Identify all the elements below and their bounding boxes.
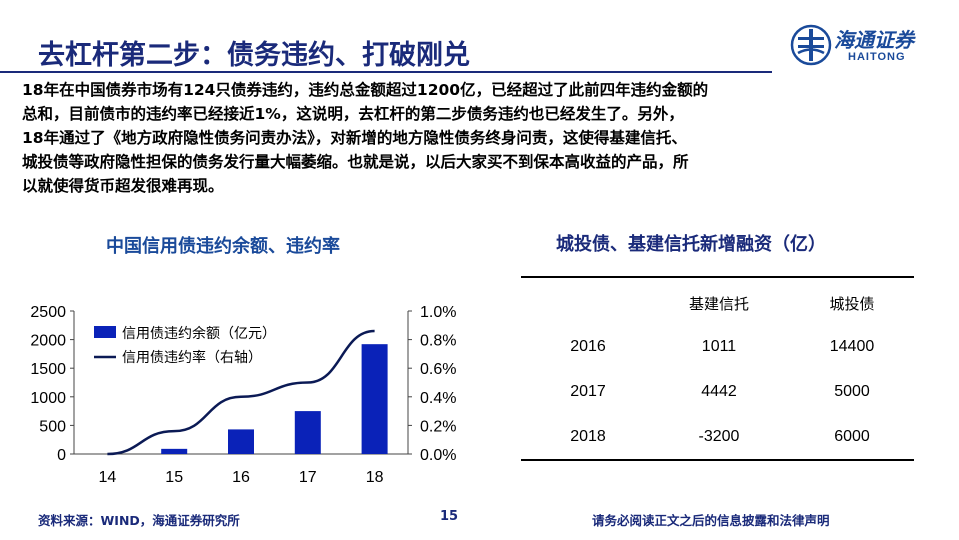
haitong-emblem-icon [790,24,832,66]
right-tick-label: 1.0% [420,304,456,321]
left-tick-label: 500 [39,418,66,435]
body-line: 18年通过了《地方政府隐性债务问责办法》，对新增的地方隐性债务终身问责，这使得基… [22,129,687,147]
table-cell-year: 2018 [570,428,606,445]
table-cell-year: 2017 [570,383,606,400]
legend-swatch-bar [94,326,116,338]
table-cell-value: -3200 [698,428,740,445]
x-tick-label: 18 [366,469,384,486]
table-header-infra-trust: 基建信托 [688,295,749,313]
left-tick-label: 0 [57,447,66,464]
table-bottom-rule [521,459,914,461]
body-line: 总和，目前债市的违约率已经接近1%，这说明，去杠杆的第二步债务违约也已经发生了。… [22,105,684,123]
logo-english-name: HAITONG [848,51,906,63]
default-chart: 0 500 1000 1500 2000 2500 0.0% 0.2% 0.4% 0.6% 0.8%… [30,304,456,486]
bar [361,344,388,454]
company-logo: 海通证券 HAITONG [790,22,950,72]
series-line [107,329,375,456]
right-tick-label: 0.2% [420,418,456,435]
title-divider [0,71,772,73]
footer-source: 资料来源：WIND，海通证券研究所 [38,513,240,528]
bar [228,429,254,454]
chart-title: 中国信用债违约余额、违约率 [106,236,340,257]
right-tick-label: 0.8% [420,333,456,350]
table-cell-value: 5000 [834,383,870,400]
bar [294,411,321,454]
table-cell-value: 4442 [701,383,737,400]
bar [161,448,188,454]
body-paragraph: 18年在中国债券市场有124只债券违约，违约总金额超过1200亿，已经超过了此前… [22,78,952,198]
table-cell-value: 6000 [834,428,870,445]
table-cell-value: 1011 [701,338,737,355]
body-line: 18年在中国债券市场有124只债券违约，违约总金额超过1200亿，已经超过了此前… [22,81,709,99]
body-line: 城投债等政府隐性担保的债务发行量大幅萎缩。也就是说，以后大家买不到保本高收益的产… [22,153,689,171]
right-tick-label: 0.0% [420,447,456,464]
logo-chinese-name: 海通证券 [834,28,914,52]
left-tick-label: 1500 [30,361,66,378]
left-tick-label: 1000 [30,390,66,407]
page-title: 去杠杆第二步：债务违约、打破刚兑 [38,40,470,71]
x-tick-label: 14 [99,469,117,486]
table-top-rule [521,276,914,278]
table-cell-year: 2016 [570,338,606,355]
x-tick-label: 16 [232,469,250,486]
body-line: 以就使得货币超发很难再现。 [22,177,224,195]
table-header-lgfv-bond: 城投债 [829,295,875,313]
table-title: 城投债、基建信托新增融资（亿） [556,234,826,255]
page-number: 15 [440,509,459,524]
right-tick-label: 0.4% [420,390,456,407]
legend-label-line: 信用债违约率（右轴） [122,349,262,366]
left-tick-label: 2500 [30,304,66,321]
legend-label-bar: 信用债违约余额（亿元） [122,325,276,342]
x-tick-label: 15 [165,469,183,486]
table-cell-value: 14400 [829,338,875,355]
x-tick-label: 17 [299,469,317,486]
left-tick-label: 2000 [30,333,66,350]
right-tick-label: 0.6% [420,361,456,378]
footer-disclaimer: 请务必阅读正文之后的信息披露和法律声明 [592,513,830,528]
